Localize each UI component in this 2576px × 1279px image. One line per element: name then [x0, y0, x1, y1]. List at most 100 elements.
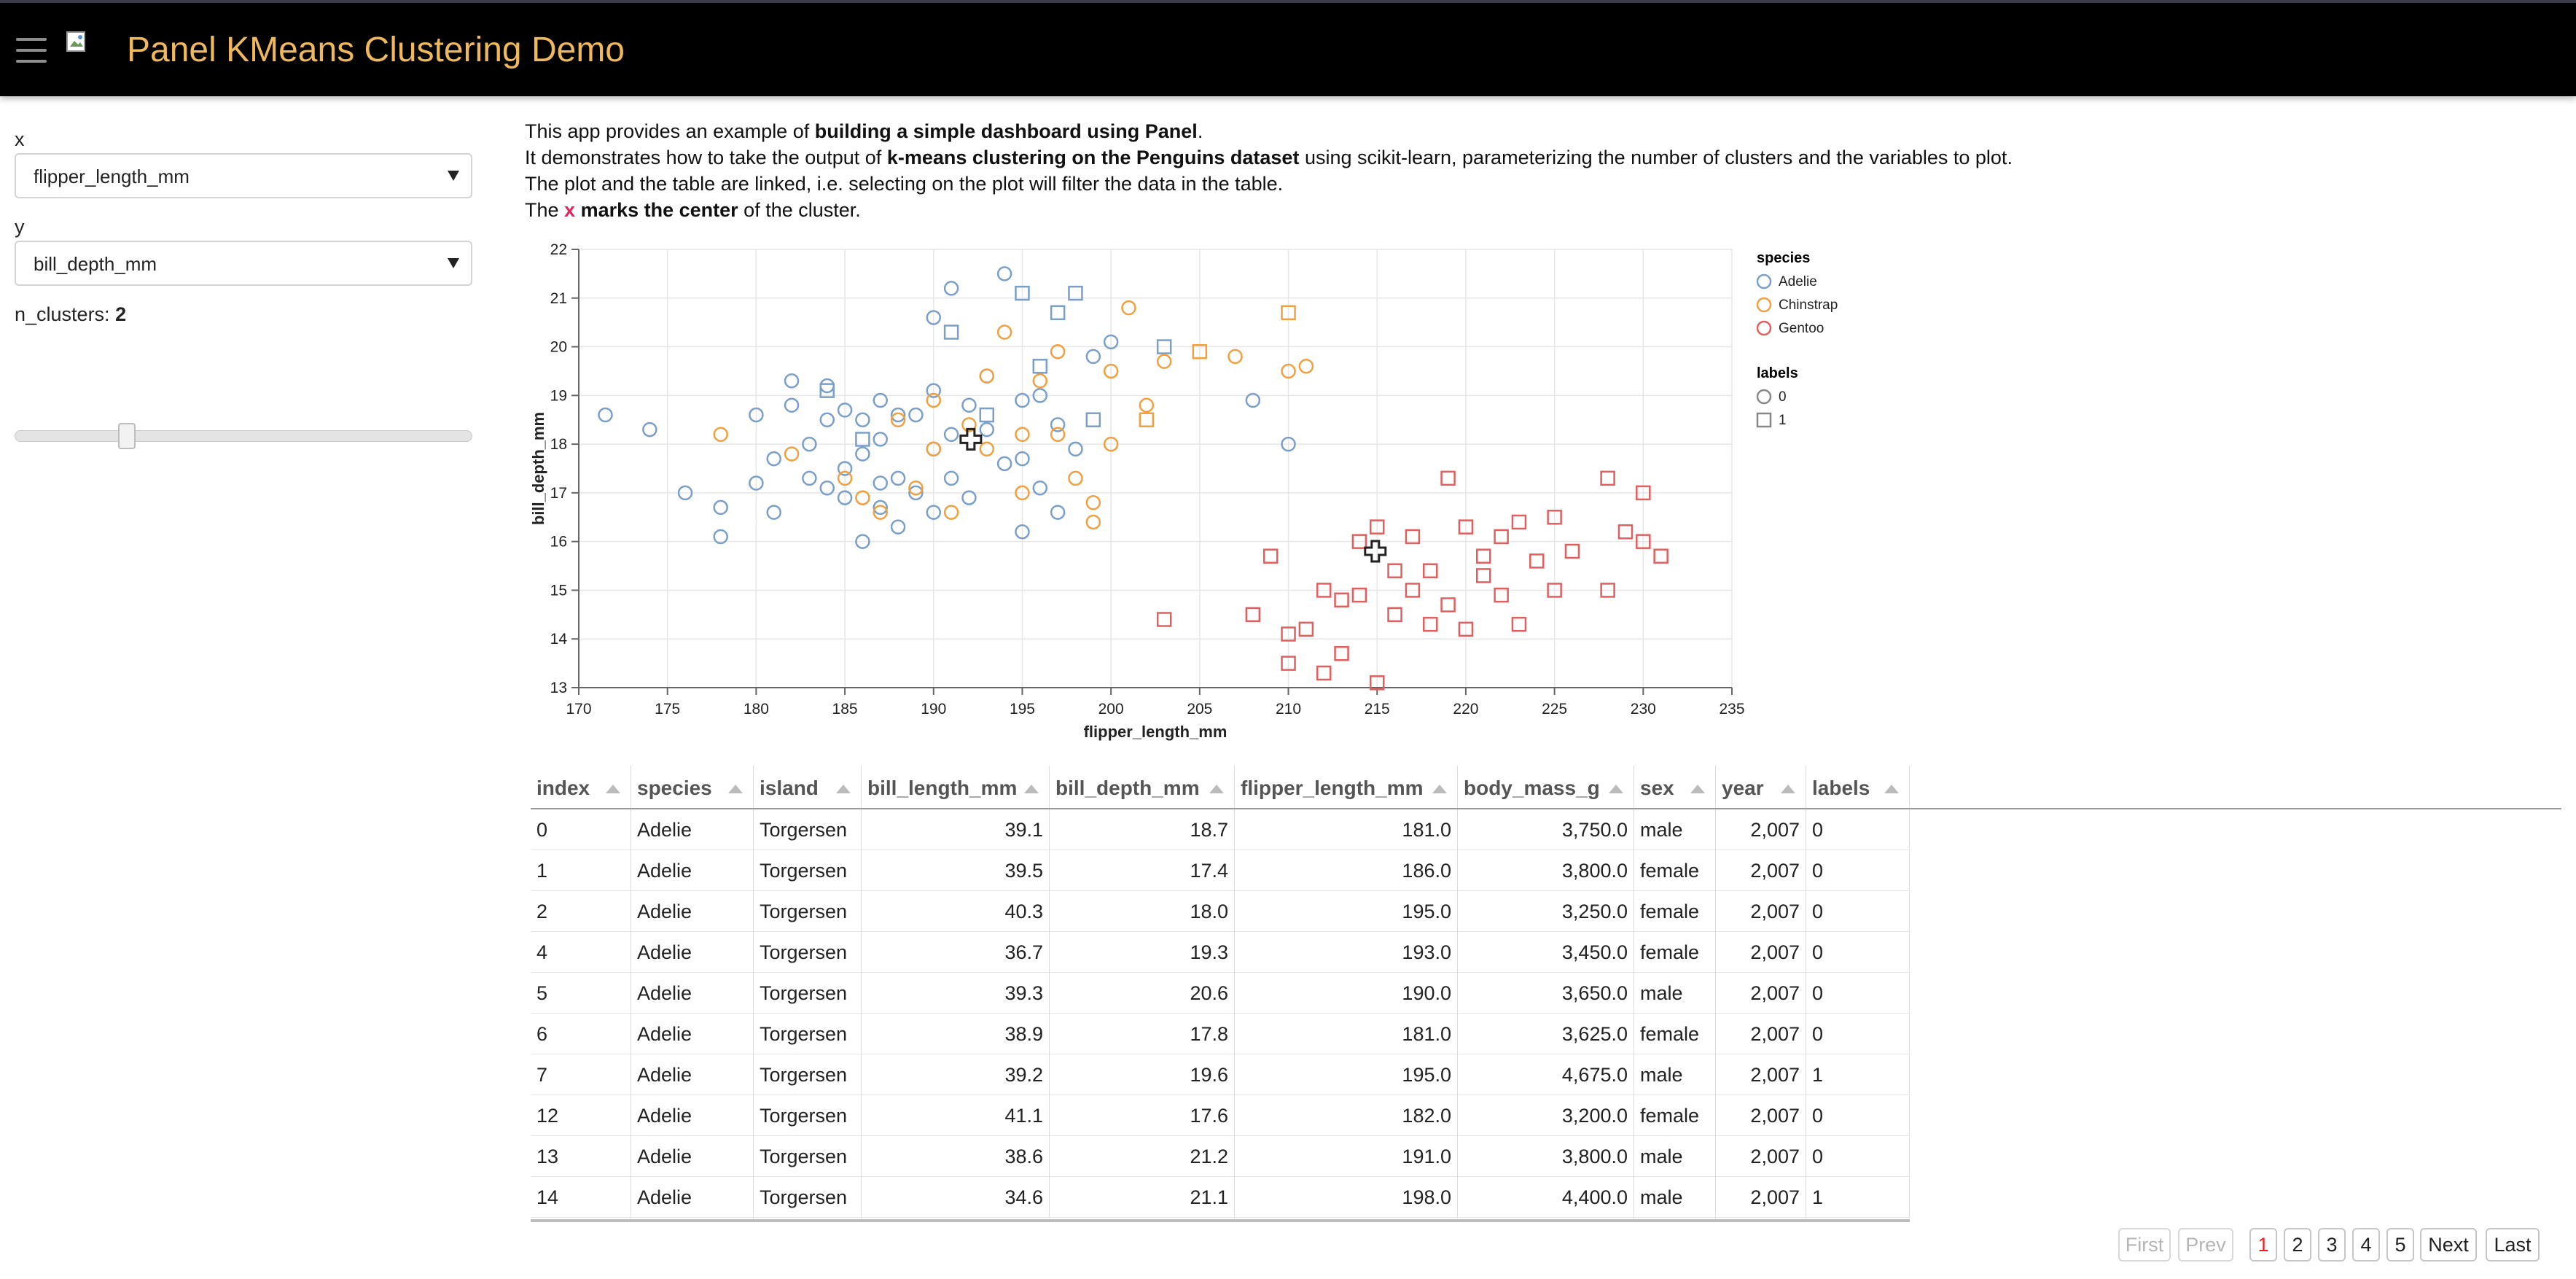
- data-point[interactable]: [1068, 285, 1083, 301]
- column-header-body-mass-g[interactable]: body_mass_g: [1458, 766, 1634, 808]
- data-point[interactable]: [1298, 359, 1314, 374]
- table-row[interactable]: 0 Adelie Torgersen 39.1 18.7 181.0 3,750.0 male…: [531, 809, 1910, 850]
- data-point[interactable]: [1636, 485, 1651, 501]
- data-point[interactable]: [1015, 524, 1030, 540]
- data-point[interactable]: [943, 470, 959, 486]
- data-point[interactable]: [855, 534, 870, 549]
- data-point[interactable]: [873, 432, 889, 447]
- data-point[interactable]: [1564, 543, 1580, 559]
- data-point[interactable]: [855, 432, 870, 447]
- data-point[interactable]: [837, 403, 853, 418]
- data-point[interactable]: [713, 529, 728, 545]
- pagination-prev-button[interactable]: Prev: [2178, 1228, 2233, 1261]
- data-point[interactable]: [908, 480, 924, 496]
- data-point[interactable]: [1281, 436, 1296, 452]
- column-header-flipper-length-mm[interactable]: flipper_length_mm: [1235, 766, 1458, 808]
- data-point[interactable]: [1085, 412, 1101, 427]
- pagination-page-4[interactable]: 4: [2352, 1228, 2380, 1261]
- legend-labels-label[interactable]: 1: [1779, 413, 1787, 428]
- legend-species-label[interactable]: Chinstrap: [1779, 298, 1838, 313]
- data-point[interactable]: [1050, 505, 1066, 520]
- data-point[interactable]: [908, 407, 924, 423]
- data-point[interactable]: [784, 397, 800, 413]
- pagination-first-button[interactable]: First: [2118, 1228, 2171, 1261]
- data-point[interactable]: [677, 485, 693, 501]
- table-row[interactable]: 2 Adelie Torgersen 40.3 18.0 195.0 3,250.0 fema…: [531, 891, 1910, 932]
- data-point[interactable]: [1369, 675, 1385, 691]
- data-point[interactable]: [1351, 534, 1367, 549]
- table-row[interactable]: 1 Adelie Torgersen 39.5 17.4 186.0 3,800.0 fema…: [531, 850, 1910, 891]
- data-point[interactable]: [1440, 597, 1456, 613]
- data-point[interactable]: [1476, 548, 1491, 564]
- data-point[interactable]: [1405, 583, 1421, 598]
- data-point[interactable]: [926, 441, 942, 457]
- data-point[interactable]: [873, 475, 889, 491]
- data-point[interactable]: [1103, 334, 1119, 350]
- column-header-sex[interactable]: sex: [1634, 766, 1716, 808]
- data-point[interactable]: [1050, 305, 1066, 321]
- sort-arrow-icon[interactable]: [1432, 785, 1447, 793]
- data-point[interactable]: [1547, 510, 1562, 525]
- sort-arrow-icon[interactable]: [1024, 785, 1039, 793]
- data-point[interactable]: [890, 407, 906, 423]
- data-point[interactable]: [1015, 485, 1030, 501]
- data-point[interactable]: [1369, 519, 1385, 534]
- column-header-species[interactable]: species: [631, 766, 754, 808]
- data-point[interactable]: [855, 446, 870, 462]
- column-header-bill-length-mm[interactable]: bill_length_mm: [862, 766, 1050, 808]
- data-point[interactable]: [802, 436, 817, 452]
- data-point[interactable]: [1440, 470, 1456, 486]
- data-point[interactable]: [1085, 494, 1101, 510]
- pagination-last-button[interactable]: Last: [2486, 1228, 2540, 1261]
- legend-species-label[interactable]: Adelie: [1779, 274, 1817, 289]
- data-point[interactable]: [1015, 285, 1030, 301]
- data-point[interactable]: [855, 412, 870, 427]
- data-point[interactable]: [1050, 417, 1066, 432]
- y-select[interactable]: bill_depth_mm: [15, 241, 472, 286]
- scatter-chart[interactable]: 170 175 180 185 190 195 200 205 210 215 220 225 230 2…: [525, 233, 1983, 744]
- table-row[interactable]: 12 Adelie Torgersen 41.1 17.6 182.0 3,200.0 fem…: [531, 1095, 1910, 1136]
- data-point[interactable]: [979, 441, 995, 457]
- data-point[interactable]: [1334, 592, 1349, 608]
- data-point[interactable]: [1653, 548, 1668, 564]
- data-point[interactable]: [926, 383, 942, 398]
- data-point[interactable]: [1617, 524, 1634, 540]
- data-point[interactable]: [1422, 616, 1438, 632]
- data-point[interactable]: [784, 373, 800, 389]
- pagination-page-3[interactable]: 3: [2318, 1228, 2346, 1261]
- sort-arrow-icon[interactable]: [1209, 785, 1224, 793]
- sort-arrow-icon[interactable]: [728, 785, 743, 793]
- column-header-bill-depth-mm[interactable]: bill_depth_mm: [1050, 766, 1235, 808]
- data-point[interactable]: [837, 470, 853, 486]
- data-point[interactable]: [1050, 427, 1066, 443]
- data-point[interactable]: [1156, 339, 1172, 354]
- data-point[interactable]: [890, 470, 906, 486]
- data-point[interactable]: [1262, 548, 1279, 564]
- data-point[interactable]: [1458, 621, 1474, 637]
- data-point[interactable]: [1103, 363, 1119, 379]
- data-point[interactable]: [855, 490, 870, 505]
- data-point[interactable]: [1529, 553, 1545, 569]
- n-clusters-slider-track[interactable]: [15, 430, 472, 442]
- data-point[interactable]: [1032, 373, 1048, 389]
- data-point[interactable]: [961, 490, 977, 505]
- data-point[interactable]: [890, 412, 906, 427]
- data-point[interactable]: [749, 475, 764, 491]
- data-point[interactable]: [1422, 563, 1438, 578]
- table-row[interactable]: 13 Adelie Torgersen 38.6 21.2 191.0 3,800.0 mal…: [531, 1136, 1910, 1177]
- data-point[interactable]: [1068, 441, 1083, 457]
- data-point[interactable]: [873, 499, 889, 516]
- sort-arrow-icon[interactable]: [1690, 785, 1705, 793]
- table-row[interactable]: 5 Adelie Torgersen 39.3 20.6 190.0 3,650.0 male…: [531, 973, 1910, 1014]
- table-row[interactable]: 4 Adelie Torgersen 36.7 19.3 193.0 3,450.0 fema…: [531, 932, 1910, 973]
- table-row[interactable]: 7 Adelie Torgersen 39.2 19.6 195.0 4,675.0 male…: [531, 1054, 1910, 1095]
- data-point[interactable]: [1281, 305, 1296, 321]
- data-point[interactable]: [1121, 300, 1136, 316]
- data-point[interactable]: [1511, 616, 1527, 632]
- data-point[interactable]: [1405, 529, 1421, 545]
- data-point[interactable]: [1281, 626, 1296, 642]
- data-point[interactable]: [819, 383, 835, 398]
- data-point[interactable]: [1139, 397, 1155, 413]
- data-point[interactable]: [1476, 568, 1491, 583]
- data-point[interactable]: [943, 324, 959, 340]
